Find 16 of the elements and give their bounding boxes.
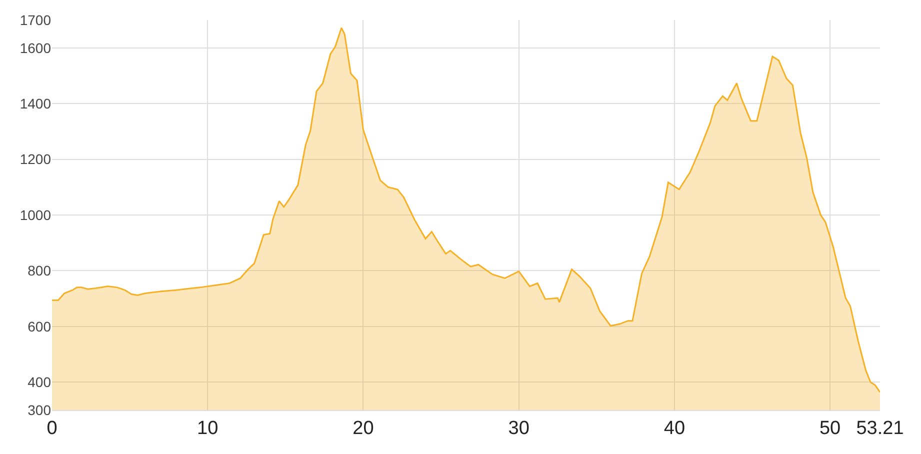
x-tick-label: 20 (352, 418, 374, 439)
y-tick-label: 600 (28, 318, 52, 334)
y-tick-label: 1700 (20, 12, 52, 28)
x-tick-label: 10 (197, 418, 218, 439)
y-tick-label: 800 (28, 262, 52, 279)
x-tick-label: 0 (46, 418, 58, 439)
x-tick-label: 30 (508, 418, 530, 439)
y-tick-label: 1000 (20, 206, 52, 223)
x-tick-label: 40 (664, 418, 686, 439)
y-tick-label: 300 (28, 402, 52, 418)
y-tick-label: 400 (28, 374, 52, 390)
x-tick-label: 53.21 (856, 418, 904, 439)
y-tick-label: 1200 (20, 151, 52, 168)
y-tick-label: 1400 (20, 95, 52, 112)
x-tick-label: 50 (819, 418, 841, 439)
y-tick-label: 1600 (20, 40, 52, 56)
